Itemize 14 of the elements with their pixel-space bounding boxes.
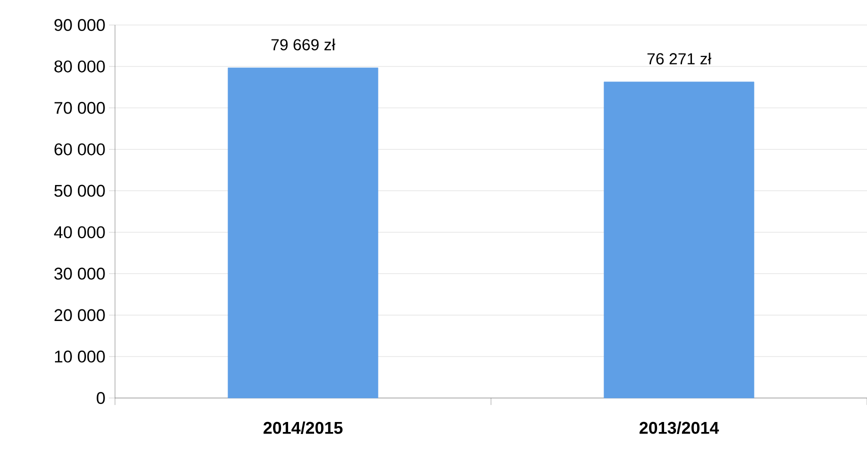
- y-tick-label: 40 000: [54, 226, 105, 238]
- y-tick-label: 0: [96, 392, 105, 404]
- y-tick-label: 80 000: [54, 60, 105, 72]
- x-tick-label: 2013/2014: [640, 421, 719, 434]
- y-tick-label: 30 000: [54, 268, 105, 280]
- data-label: 79 669 zł: [271, 38, 336, 50]
- data-label: 76 271 zł: [647, 52, 712, 64]
- y-tick-label: 60 000: [54, 143, 105, 156]
- y-tick-label: 20 000: [54, 309, 105, 322]
- y-tick-label: 90 000: [54, 19, 105, 32]
- x-tick-label: 2014/2015: [264, 421, 343, 434]
- y-tick-label: 70 000: [54, 102, 105, 114]
- y-tick-label: 10 000: [54, 350, 105, 363]
- y-tick-label: 50 000: [54, 184, 105, 197]
